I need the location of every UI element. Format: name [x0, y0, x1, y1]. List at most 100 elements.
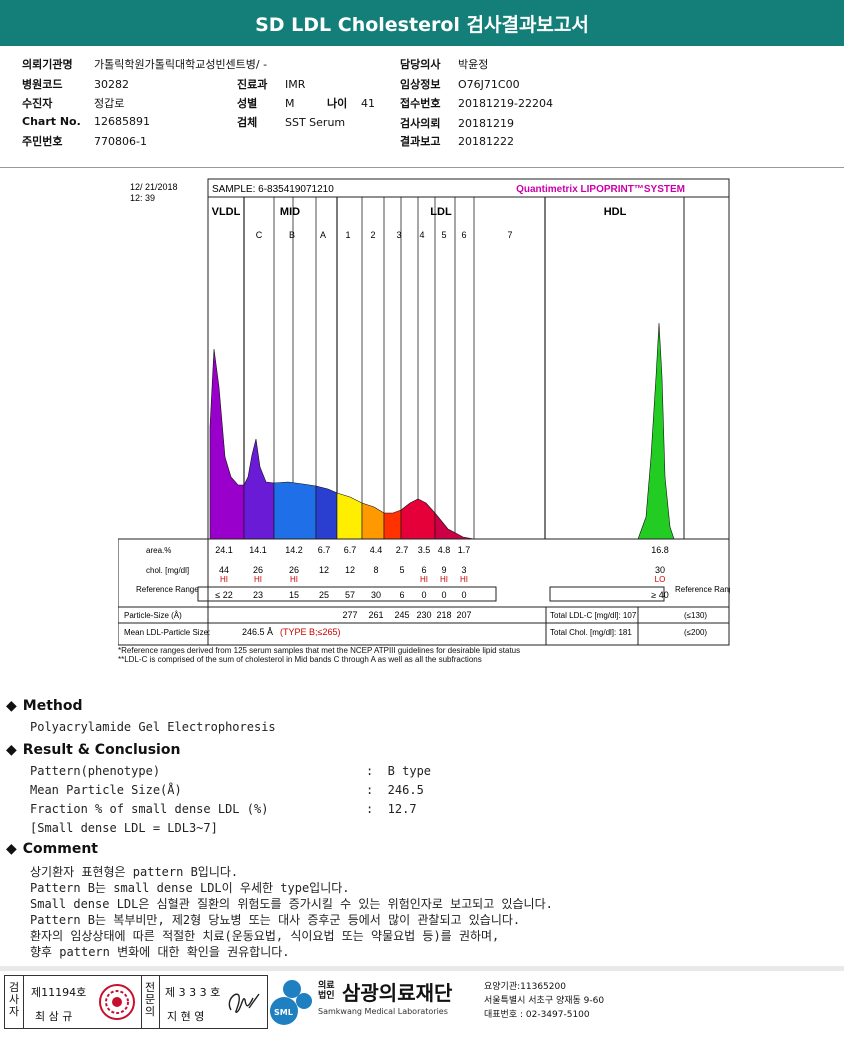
group-label: MID [280, 206, 300, 218]
examiner-name: 최 삼 규 [35, 1010, 73, 1023]
area-pct-value: 14.1 [249, 545, 267, 555]
lipoprint-chart: 12/ 21/2018 12: 39 SAMPLE: 6-835419071210 Q… [118, 177, 730, 647]
fraction-peak [336, 492, 363, 540]
chart-date: 12/ 21/2018 [130, 182, 178, 192]
comment-line: Pattern B는 small dense LDL이 우세한 type입니다. [30, 881, 350, 895]
comment-line: 환자의 임상상태에 따른 적절한 치료(운동요법, 식이요법 또는 약물요법 등… [30, 929, 500, 943]
band-label: 4 [419, 230, 424, 240]
pattern-value: : B type [366, 764, 432, 778]
specimen-value: SST Serum [285, 116, 346, 129]
band-label: 6 [461, 230, 466, 240]
row-label: Mean LDL-Particle Size: [124, 628, 210, 637]
fraction-peak [209, 348, 245, 540]
flag-label: HI [460, 575, 468, 584]
reference-value: 25 [319, 590, 329, 600]
chart-time: 12: 39 [130, 193, 155, 203]
receipt-label: 접수번호 [400, 97, 441, 110]
svg-text:SML: SML [274, 1008, 293, 1017]
footer: 검사자 제11194호 최 삼 규 전문의 제 3 3 3 호 지 현 영 SM… [0, 966, 844, 1040]
comment-line: Small dense LDL은 심혈관 질환의 위험도를 증가시킬 수 있는 … [30, 897, 553, 911]
legal-entity: 의료법인 [318, 981, 335, 1001]
area-pct-value: 6.7 [318, 545, 331, 555]
chol-value: 9 [441, 565, 446, 575]
hospital-code-value: 30282 [94, 78, 129, 91]
brand-label: Quantimetrix LIPOPRINT™SYSTEM [516, 184, 685, 195]
area-pct-value: 24.1 [215, 545, 233, 555]
total-chol-ref: (≤200) [684, 628, 707, 637]
mean-size-value: : 246.5 [366, 783, 424, 797]
area-pct-value: 16.8 [651, 545, 669, 555]
mean-size-label: Mean Particle Size(Å) [30, 783, 182, 797]
method-text: Polyacrylamide Gel Electrophoresis [30, 720, 276, 734]
fraction-peak [361, 502, 385, 540]
result-heading: ◆ Result & Conclusion [6, 742, 180, 758]
chart-no-value: 12685891 [94, 115, 150, 128]
examiner-license: 제11194호 [31, 986, 87, 999]
particle-size-value: 207 [456, 610, 471, 620]
pattern-label: Pattern(phenotype) [30, 764, 161, 778]
reference-value: 23 [253, 590, 263, 600]
band-label: 1 [345, 230, 350, 240]
area-pct-value: 3.5 [418, 545, 431, 555]
reference-right-label: Reference Range [675, 585, 730, 594]
reference-value: 30 [371, 590, 381, 600]
fraction-label: Fraction % of small dense LDL (%) [30, 802, 269, 816]
chol-value: 6 [421, 565, 426, 575]
footer-divider [0, 966, 844, 971]
chol-value: 12 [319, 565, 329, 575]
institution-value: 가톨릭학원가톨릭대학교성빈센트병/ - [94, 58, 268, 71]
group-label: VLDL [212, 206, 241, 218]
specialist-name: 지 현 영 [167, 1010, 205, 1023]
clinical-value: O76J71C00 [458, 78, 520, 91]
reference-value: 0 [421, 590, 426, 600]
specimen-label: 검체 [237, 116, 258, 129]
band-label: 2 [370, 230, 375, 240]
reference-value: 57 [345, 590, 355, 600]
report-title: SD LDL Cholesterol 검사결과보고서 [0, 0, 844, 46]
institution-code: 요양기관:11365200 [484, 982, 566, 992]
area-pct-value: 2.7 [396, 545, 409, 555]
band-label: B [289, 230, 295, 240]
chart-no-label: Chart No. [22, 115, 81, 128]
age-label: 나이 [327, 97, 348, 110]
patient-value: 정갑로 [94, 97, 125, 110]
phone: 대표번호 : 02-3497-5100 [484, 1010, 590, 1020]
fraction-peak [400, 498, 436, 540]
signature-box: 검사자 제11194호 최 삼 규 전문의 제 3 3 3 호 지 현 영 [4, 975, 268, 1029]
org-name-en: Samkwang Medical Laboratories [318, 1007, 448, 1016]
particle-size-value: 261 [368, 610, 383, 620]
doctor-label: 담당의사 [400, 58, 441, 71]
dept-value: IMR [285, 78, 306, 91]
request-label: 검사의뢰 [400, 117, 441, 130]
comment-line: 향후 pattern 변화에 대한 확인을 권유합니다. [30, 945, 290, 959]
clinical-label: 임상정보 [400, 78, 441, 91]
chol-value: 8 [373, 565, 378, 575]
band-label: 5 [441, 230, 446, 240]
particle-size-value: 218 [436, 610, 451, 620]
comment-heading: ◆ Comment [6, 841, 98, 857]
reference-value: 15 [289, 590, 299, 600]
chol-value: 26 [289, 565, 299, 575]
institution-label: 의뢰기관명 [22, 58, 73, 71]
fraction-peak [383, 509, 402, 540]
band-label: C [256, 230, 263, 240]
diamond-icon: ◆ [6, 841, 17, 857]
total-chol: Total Chol. [mg/dl]: 181 [550, 628, 632, 637]
sex-label: 성별 [237, 97, 258, 110]
chart-frame [207, 178, 730, 646]
receipt-value: 20181219-22204 [458, 97, 553, 110]
comment-line: 상기환자 표현형은 pattern B입니다. [30, 865, 239, 879]
chart-notes: *Reference ranges derived from 125 serum… [118, 646, 520, 664]
resident-value: 770806-1 [94, 135, 147, 148]
note-reference: *Reference ranges derived from 125 serum… [118, 646, 521, 655]
row-label: chol. [mg/dl] [146, 566, 189, 575]
total-ldl-ref: (≤130) [684, 611, 707, 620]
method-heading: ◆ Method [6, 698, 83, 714]
flag-label: HI [290, 575, 298, 584]
area-pct-value: 4.4 [370, 545, 383, 555]
dept-label: 진료과 [237, 78, 268, 91]
row-label: area.% [146, 546, 171, 555]
diamond-icon: ◆ [6, 742, 17, 758]
mean-size-value: 246.5 Å [242, 627, 273, 637]
doctor-value: 박윤정 [458, 58, 489, 71]
